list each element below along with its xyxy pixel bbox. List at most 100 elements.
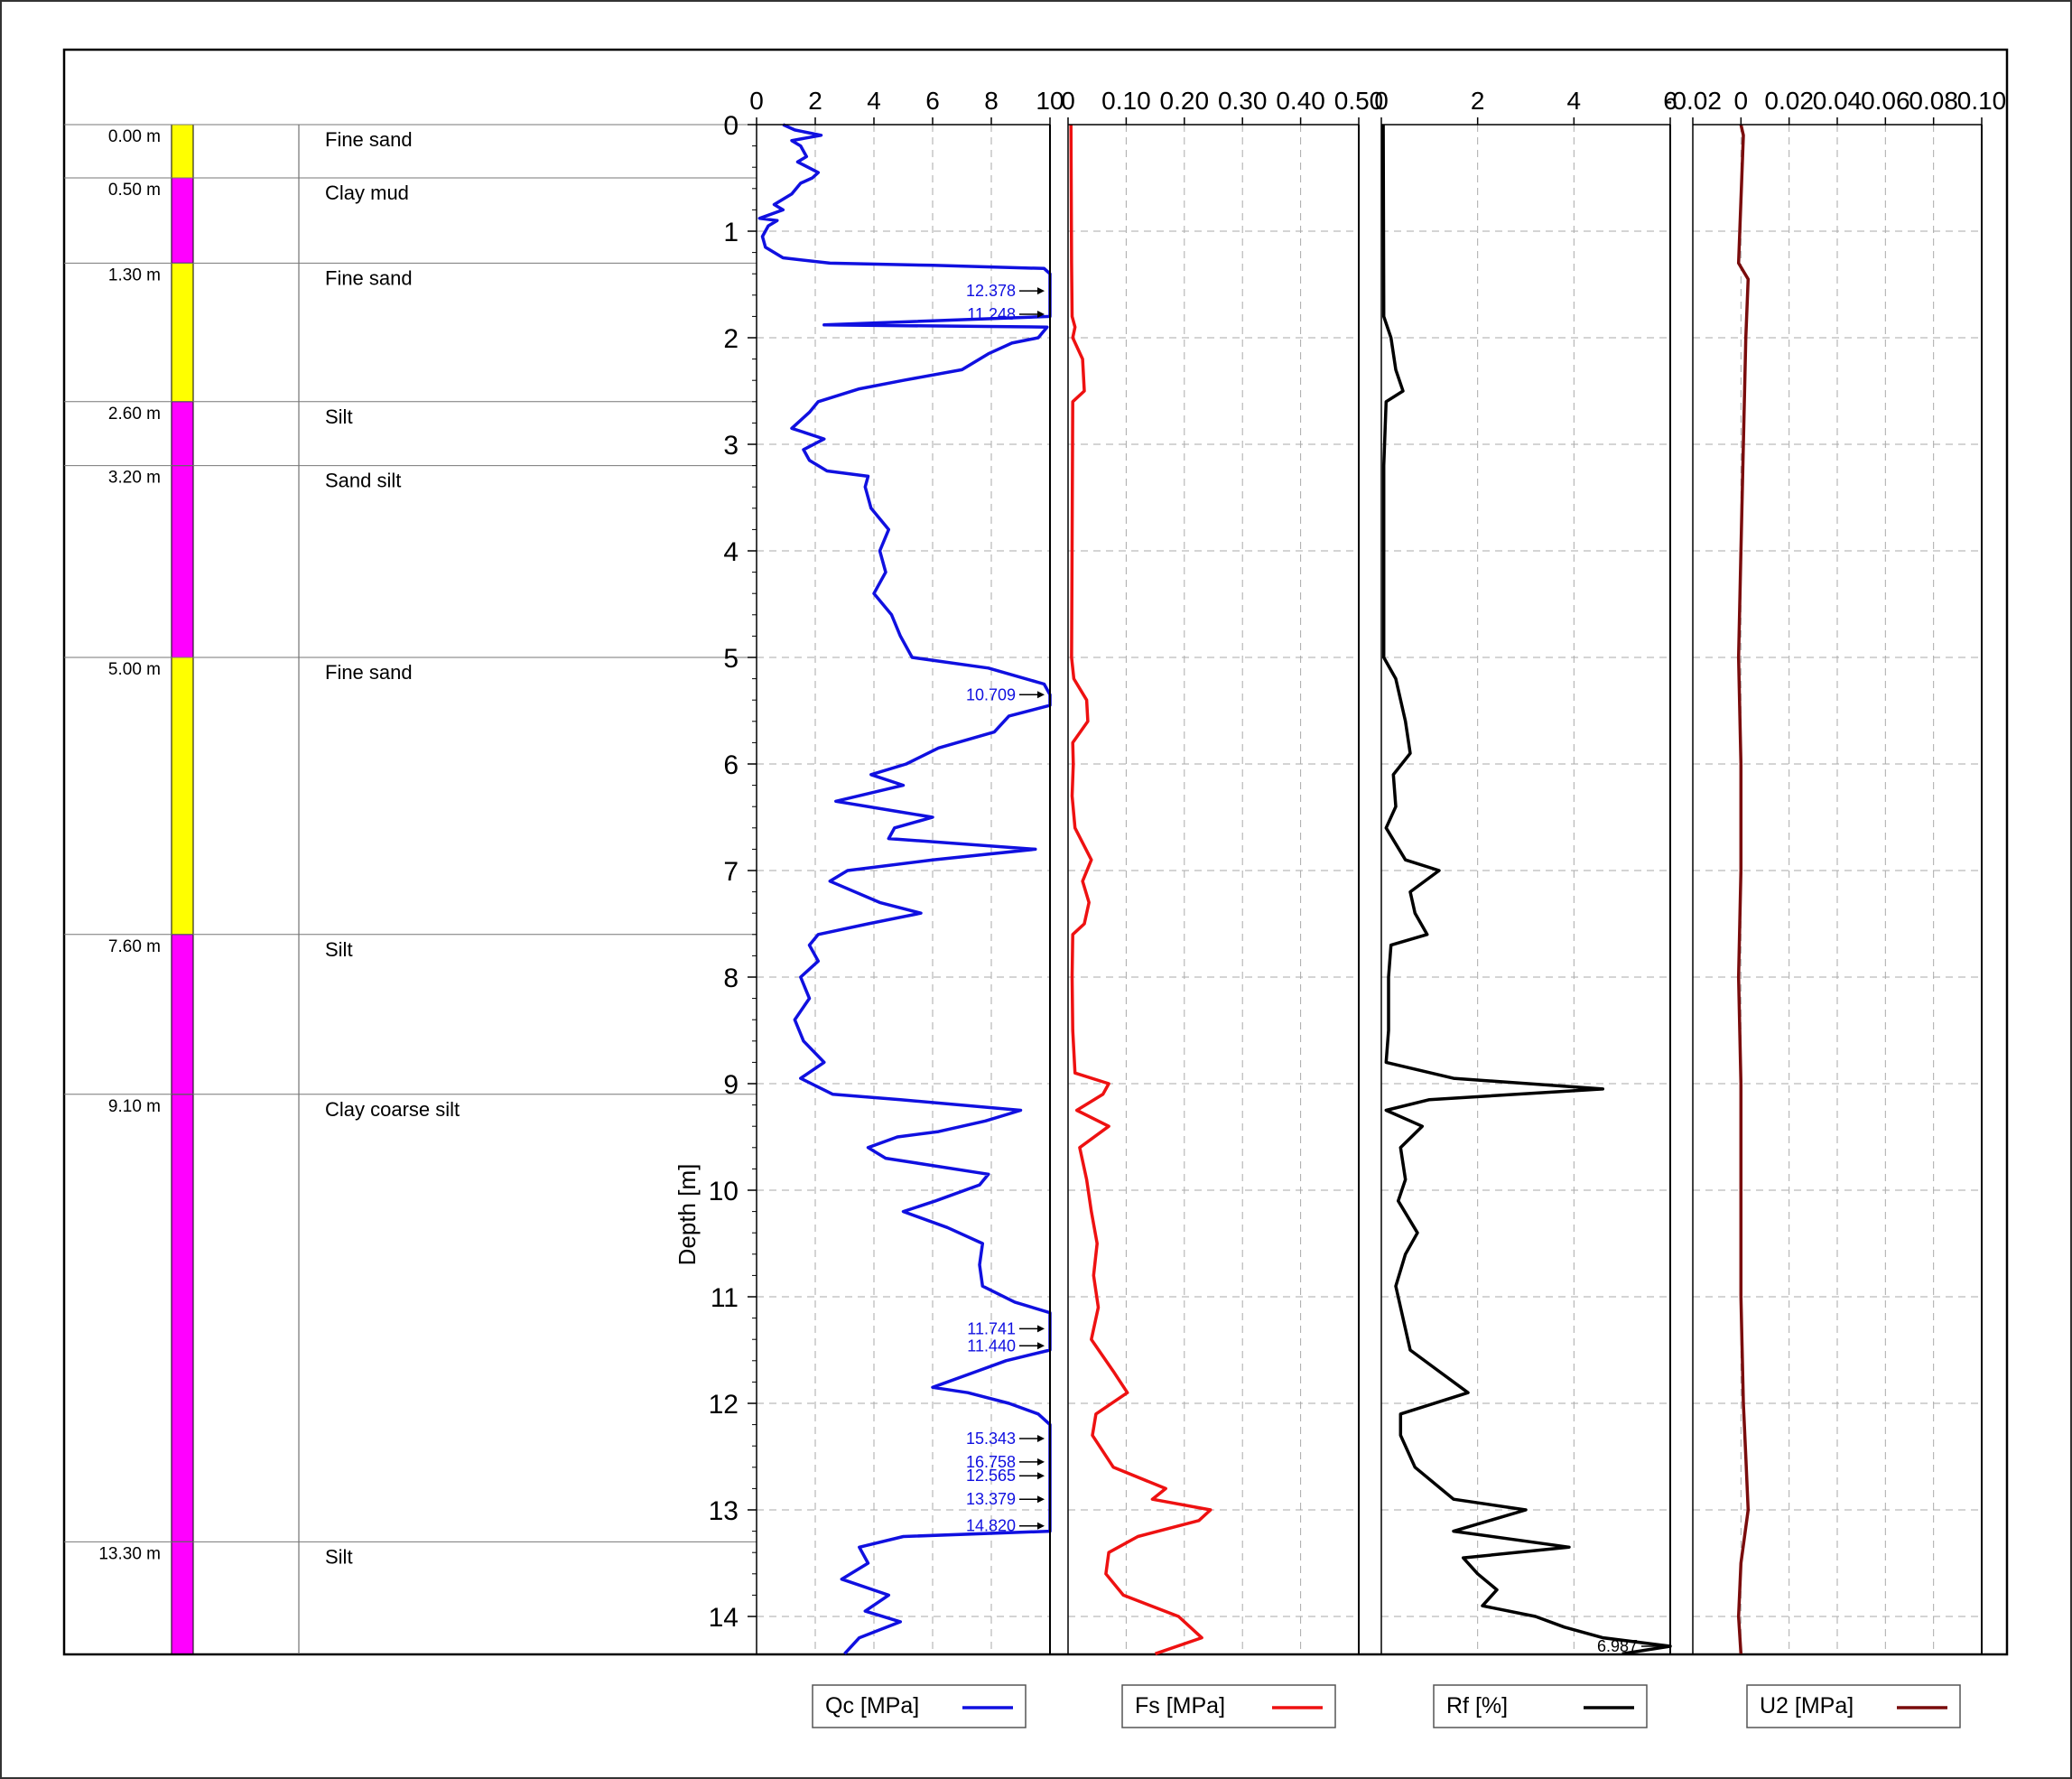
layer-swatch [171, 1541, 194, 1654]
qc-annotation-arrowhead [1037, 1434, 1045, 1442]
qc-annotation-arrowhead [1037, 1458, 1045, 1466]
qc-annotation-label: 12.565 [966, 1467, 1016, 1485]
x-tick-label: -0.02 [1664, 87, 1722, 115]
layer-name: Fine sand [325, 661, 413, 684]
legend-label: Qc [MPa] [825, 1693, 919, 1718]
depth-tick-label: 2 [723, 324, 739, 354]
qc-annotation-arrowhead [1037, 1325, 1045, 1333]
x-tick-label: 4 [1567, 87, 1582, 115]
layer-depth-label: 9.10 m [108, 1097, 161, 1116]
layer-swatch [171, 262, 194, 403]
layer-depth-label: 0.50 m [108, 181, 161, 200]
legend-label: U2 [MPa] [1760, 1693, 1854, 1718]
x-tick-label: 2 [1471, 87, 1485, 115]
series-lines [757, 123, 1751, 1656]
layer-name: Sand silt [325, 470, 401, 492]
x-tick-label: 0.20 [1160, 87, 1210, 115]
x-tick-label: 0.06 [1861, 87, 1910, 115]
layer-depth-label: 1.30 m [108, 265, 161, 284]
x-tick-label: 0 [749, 87, 764, 115]
layer-depth-label: 3.20 m [108, 469, 161, 488]
x-tick-label: 4 [867, 87, 881, 115]
qc-annotation-arrowhead [1037, 1342, 1045, 1350]
layer-depth-label: 13.30 m [98, 1544, 161, 1563]
series-fs-line [1069, 124, 1213, 1655]
layer-depth-label: 0.00 m [108, 127, 161, 146]
legend: Qc [MPa] Fs [MPa] Rf [%] U2 [MPa] [812, 1684, 1961, 1728]
depth-tick-label: 14 [709, 1603, 739, 1633]
qc-annotation-arrowhead [1037, 287, 1045, 295]
x-tick-label: 6 [1663, 87, 1677, 115]
depth-tick-label: 13 [709, 1496, 739, 1526]
series-rf-line [1381, 124, 1672, 1656]
legend-label: Rf [%] [1446, 1693, 1508, 1718]
soil-layers: 0.00 m Fine sand 0.50 m Clay mud 1.30 m Fine … [64, 124, 757, 1654]
x-tick-label: 0.30 [1218, 87, 1268, 115]
x-tick-label: 8 [984, 87, 999, 115]
legend-label: Fs [MPa] [1135, 1693, 1225, 1718]
qc-annotation-label: 12.378 [966, 282, 1016, 300]
layer-name: Silt [325, 938, 353, 961]
layer-name: Silt [325, 1545, 353, 1568]
layer-swatch [171, 124, 194, 179]
x-tick-label: 10 [1036, 87, 1064, 115]
layer-depth-label: 5.00 m [108, 660, 161, 679]
x-tick-label: 0.02 [1764, 87, 1814, 115]
series-qc-line [757, 123, 1052, 1655]
qc-annotation-label: 15.343 [966, 1430, 1016, 1448]
x-tick-label: 0.08 [1909, 87, 1958, 115]
axes: 0 2 4 6 8 100 0.10 0.20 0.30 0.40 0.500 2 4 6-0.02 0 0.… [674, 87, 2006, 1654]
depth-tick-label: 3 [723, 431, 739, 461]
series-u2-line [1736, 124, 1751, 1654]
x-tick-label: 0 [1734, 87, 1749, 115]
layer-name: Clay mud [325, 182, 409, 204]
layer-swatch [171, 1094, 194, 1542]
depth-axis-label: Depth [m] [674, 1164, 701, 1266]
depth-tick-label: 8 [723, 964, 739, 993]
depth-tick-label: 7 [723, 857, 739, 887]
x-tick-label: 0 [1061, 87, 1075, 115]
depth-tick-label: 10 [709, 1177, 739, 1206]
layer-swatch [171, 401, 194, 467]
qc-annotation-label: 14.820 [966, 1517, 1016, 1535]
layer-name: Fine sand [325, 266, 413, 289]
qc-annotation-arrowhead [1037, 691, 1045, 699]
depth-tick-label: 11 [711, 1283, 739, 1313]
qc-annotation-arrowhead [1037, 1495, 1045, 1504]
layer-depth-label: 7.60 m [108, 937, 161, 956]
gridlines [757, 125, 1982, 1654]
depth-tick-label: 5 [723, 644, 739, 674]
x-tick-label: 0.10 [1957, 87, 2007, 115]
qc-annotation-label: 13.379 [966, 1490, 1016, 1508]
layer-name: Silt [325, 405, 353, 428]
depth-tick-label: 9 [723, 1070, 739, 1100]
depth-tick-label: 0 [723, 111, 739, 141]
x-tick-label: 6 [925, 87, 940, 115]
depth-tick-label: 4 [723, 537, 739, 567]
x-tick-label: 2 [808, 87, 822, 115]
x-tick-label: 0.40 [1276, 87, 1325, 115]
layer-swatch [171, 177, 194, 264]
x-tick-label: 0.10 [1101, 87, 1151, 115]
qc-annotation-arrowhead [1037, 1522, 1045, 1530]
layer-depth-label: 2.60 m [108, 405, 161, 424]
layer-swatch [171, 465, 194, 658]
layer-name: Clay coarse silt [325, 1098, 460, 1121]
layer-swatch [171, 657, 194, 936]
qc-annotation-label: 11.248 [967, 305, 1016, 323]
legend-box [812, 1684, 1027, 1728]
layer-swatch [171, 934, 194, 1095]
qc-annotation-arrowhead [1037, 1472, 1045, 1480]
depth-tick-label: 12 [709, 1390, 739, 1420]
qc-annotation-label: 11.440 [967, 1337, 1016, 1355]
depth-tick-label: 1 [723, 218, 739, 247]
x-tick-label: 0.50 [1334, 87, 1384, 115]
layer-name: Fine sand [325, 128, 413, 151]
x-tick-label: 0.04 [1813, 87, 1863, 115]
qc-annotation-label: 16.758 [966, 1453, 1016, 1471]
qc-annotation-arrowhead [1037, 311, 1045, 319]
depth-tick-label: 6 [723, 750, 739, 780]
x-tick-label: 0 [1374, 87, 1389, 115]
